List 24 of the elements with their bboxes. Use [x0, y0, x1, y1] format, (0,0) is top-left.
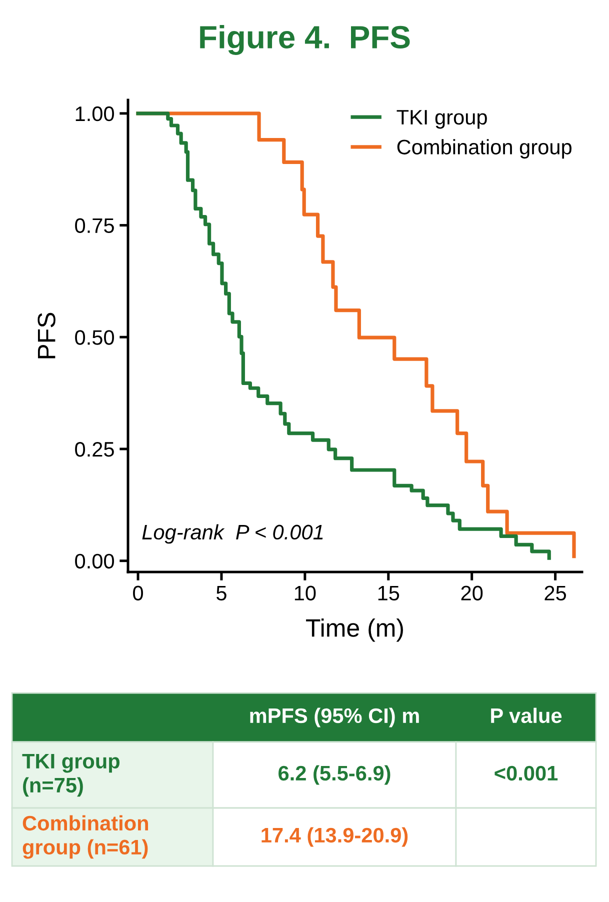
text: P value — [491, 708, 562, 724]
y-tick-label: 0.00 — [75, 554, 114, 569]
text: Combination group (n=61) — [22, 815, 148, 859]
y-tick-label: 1.00 — [76, 106, 114, 122]
x-tick-label: 10 — [294, 586, 316, 600]
x-tick-label: 0 — [133, 586, 143, 600]
y-tick-label: 0.25 — [75, 442, 114, 457]
y-tick-label: 0.75 — [75, 218, 114, 234]
text: <0.001 — [494, 766, 558, 781]
annotation: Log-rank P < 0.001 — [142, 524, 323, 544]
x-tick-label: 5 — [216, 586, 226, 600]
text: TKI group (n=75) — [22, 754, 120, 797]
chart-title: Figure 4. PFS — [200, 25, 410, 55]
text: mPFS (95% CI) m — [250, 708, 419, 728]
x-axis-title: Time (m) — [306, 618, 403, 642]
y-tick-label: 0.50 — [75, 330, 114, 345]
text: 6.2 (5.5-6.9) — [278, 765, 390, 785]
legend-label: TKI group — [396, 110, 487, 129]
legend-label: Combination group — [397, 139, 572, 159]
y-axis-title: PFS — [38, 312, 56, 358]
text: 17.4 (13.9-20.9) — [262, 827, 408, 847]
x-tick-label: 15 — [378, 586, 400, 600]
x-tick-label: 20 — [461, 586, 483, 600]
x-tick-label: 25 — [544, 586, 566, 600]
